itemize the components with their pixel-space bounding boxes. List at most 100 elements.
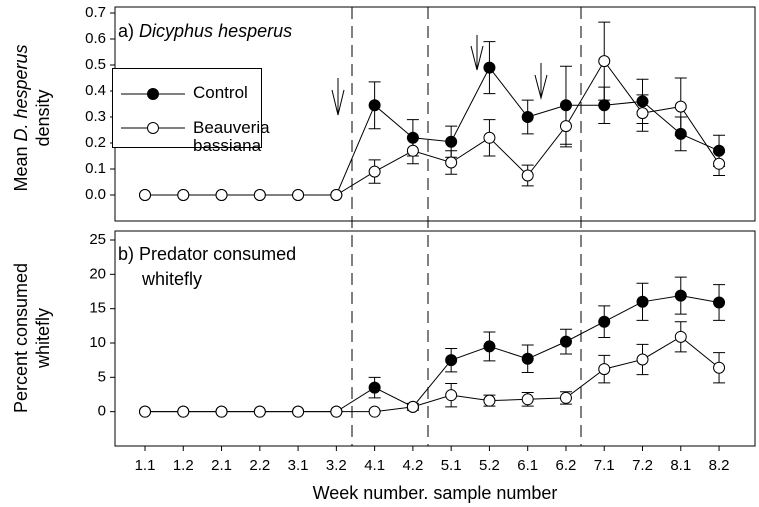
point [445,389,458,402]
y-tick-label: 0.5 [85,56,106,73]
legend-marker [147,88,159,100]
y-label: density [33,89,53,146]
y-label: Percent consumed [11,263,31,413]
point [406,400,419,413]
y-label: whitefly [33,308,53,369]
point [406,144,419,157]
legend-label: Beauveria bassiana [193,118,270,155]
x-tick-label: 7.1 [594,457,615,474]
point [521,111,534,123]
point [521,393,534,406]
point [559,120,572,133]
y-tick-label: 0.1 [85,160,106,177]
point [292,189,305,201]
panel-label: b) [118,244,134,264]
panel-title: b) Predator consumed [118,244,296,264]
point [253,405,266,418]
series-line [145,295,720,413]
point [368,381,381,394]
point [445,156,458,169]
point [636,353,649,366]
point [713,361,726,374]
arrow [470,35,484,71]
y-tick-label: 5 [98,368,106,385]
y-label: Mean [11,147,31,192]
point [139,189,151,201]
arrow [331,78,345,116]
point [330,405,343,418]
point [598,363,611,376]
x-tick-label: 3.1 [288,457,309,474]
y-tick-label: 20 [89,265,106,282]
x-tick-label: 5.2 [479,457,500,474]
y-tick-label: 25 [89,231,106,248]
x-tick-label: 6.1 [517,457,538,474]
title: whitefly [141,269,202,289]
y-tick-label: 0.6 [85,30,106,47]
point [215,189,228,201]
dividers [351,7,582,446]
point [636,95,649,108]
point [674,100,687,113]
point [598,99,611,112]
point [713,144,726,157]
y-tick-label: 0.2 [85,134,106,151]
point [483,61,496,74]
point [445,135,458,148]
x-tick-label: 4.1 [364,457,385,474]
point [215,405,228,418]
x-label: Week number. sample number [313,483,558,503]
legend-label: Control [193,83,248,102]
point [368,165,381,178]
panel-label: a) [118,21,134,41]
panel-title: a) Dicyphus hesperus [118,21,292,41]
point [445,354,458,367]
point [483,340,496,353]
arrows [331,35,548,116]
x-tick-label: 1.1 [135,457,156,474]
x-tick-label: 2.2 [249,457,270,474]
frame [114,230,756,447]
point [330,189,343,201]
point [177,405,190,418]
legend: Control Beauveria bassiana [112,68,270,155]
x-tick-label: 8.2 [709,457,730,474]
title: Predator consumed [139,244,296,264]
point [292,405,305,418]
point [674,330,687,343]
arrow [534,63,548,100]
y-tick-label: 0.0 [85,186,106,203]
svg-text:Mean D. hesperus: Mean D. hesperus [11,44,31,191]
point [368,405,381,418]
point [368,99,381,112]
point [177,189,190,201]
legend-marker [147,122,159,134]
point [521,169,534,182]
point [636,107,649,120]
series-line [145,336,720,413]
point [674,289,687,302]
point [483,131,496,144]
y-label: D. hesperus [11,44,31,141]
y-tick-label: 0.3 [85,108,106,125]
point [674,127,687,140]
point [598,55,611,68]
y-tick-label: 15 [89,300,106,317]
y-tick-label: 0 [98,403,106,420]
point [483,394,496,407]
x-tick-label: 1.2 [173,457,194,474]
x-tick-label: 6.2 [556,457,577,474]
point [139,405,151,418]
y-label: Percent consumed whitefly [11,263,53,413]
point [521,352,534,365]
y-label: Mean D. hesperus density [11,44,53,191]
point [713,296,726,309]
point [598,315,611,328]
point [559,99,572,112]
x-tick-label: 8.1 [670,457,691,474]
y-tick-label: 0.7 [85,4,106,21]
legend-symbols [121,88,185,134]
point [406,131,419,144]
